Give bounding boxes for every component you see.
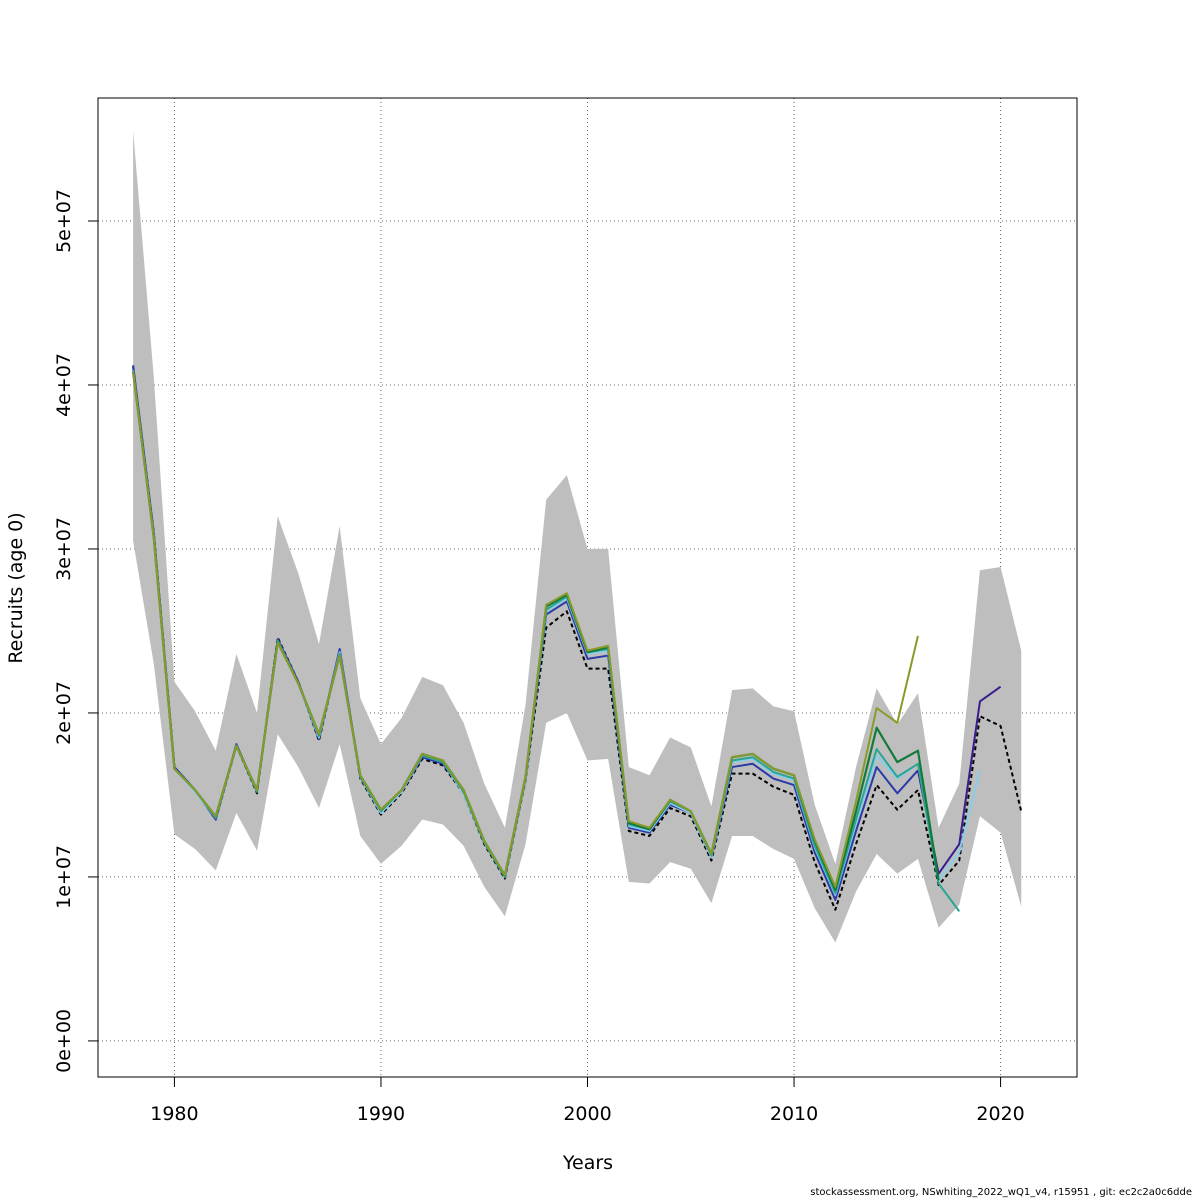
y-tick-label: 4e+07 bbox=[53, 353, 75, 417]
y-axis-title: Recruits (age 0) bbox=[5, 512, 27, 663]
footer-credit: stockassessment.org, NSwhiting_2022_wQ1_… bbox=[810, 1187, 1192, 1198]
x-tick-label: 2010 bbox=[770, 1103, 818, 1125]
y-tick-label: 0e+00 bbox=[53, 1009, 75, 1073]
y-tick-label: 2e+07 bbox=[53, 681, 75, 745]
x-axis: 1980 1990 2000 2010 2020 bbox=[150, 1077, 1025, 1125]
x-tick-label: 2000 bbox=[563, 1103, 611, 1125]
y-tick-label: 1e+07 bbox=[53, 845, 75, 909]
series-line-1 bbox=[132, 366, 1023, 911]
x-tick-label: 1990 bbox=[357, 1103, 405, 1125]
y-tick-label: 3e+07 bbox=[53, 517, 75, 581]
x-tick-label: 1980 bbox=[150, 1103, 198, 1125]
y-axis: 0e+00 1e+07 2e+07 3e+07 4e+07 5e+07 bbox=[53, 189, 98, 1073]
y-tick-label: 5e+07 bbox=[53, 189, 75, 253]
series-line-7 bbox=[132, 371, 919, 888]
x-tick-label: 2020 bbox=[976, 1103, 1024, 1125]
x-axis-title: Years bbox=[562, 1152, 613, 1174]
series-layer bbox=[132, 365, 1023, 912]
